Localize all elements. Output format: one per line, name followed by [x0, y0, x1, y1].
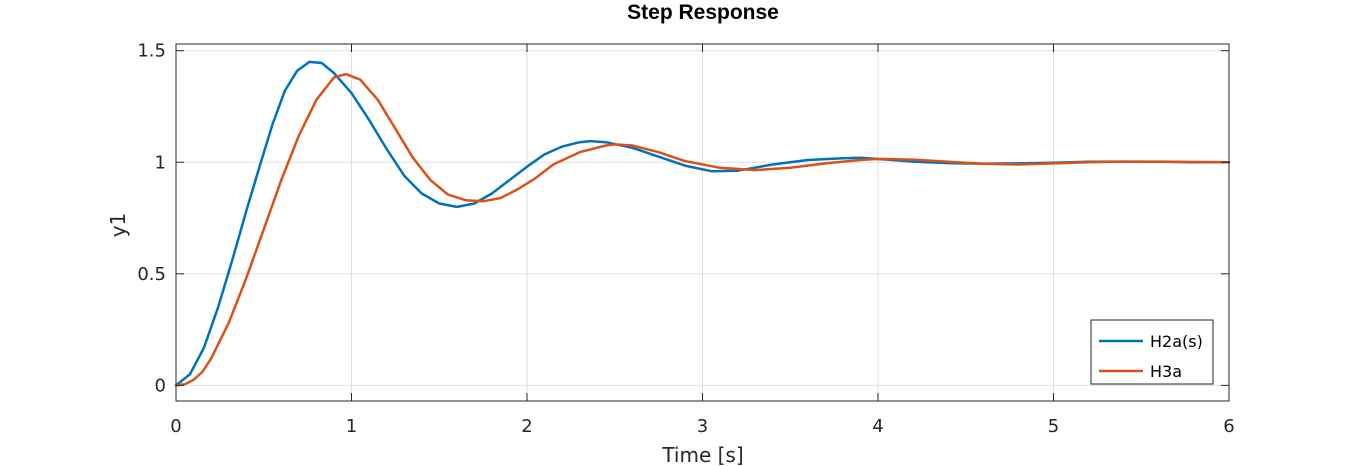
x-tick-label-1: 1 [346, 416, 357, 437]
x-axis-label: Time [s] [661, 443, 743, 466]
series-line-1 [174, 72, 1231, 387]
series-lines [174, 60, 1231, 387]
x-tick-label-0: 0 [170, 416, 181, 437]
x-tick-label-4: 4 [872, 416, 883, 437]
x-tick-label-2: 2 [521, 416, 532, 437]
y-axis-label: y1 [106, 213, 130, 238]
chart-title: Step Response [627, 1, 779, 24]
series-line-0 [174, 60, 1231, 387]
y-tick-label-3: 1.5 [137, 41, 166, 62]
legend-label-1: H3a [1150, 362, 1182, 381]
axis-ticks: 0 1 2 3 4 5 6 0 0.5 1 1.5 [137, 41, 1234, 437]
grid [175, 44, 1230, 401]
legend-box [1090, 319, 1214, 385]
y-tick-label-1: 0.5 [137, 264, 166, 285]
legend: H2a(s) H3a [1090, 319, 1214, 385]
x-tick-label-3: 3 [697, 416, 708, 437]
legend-label-0: H2a(s) [1150, 332, 1203, 351]
x-tick-label-5: 5 [1048, 416, 1059, 437]
y-tick-label-0: 0 [155, 375, 166, 396]
y-tick-label-2: 1 [155, 152, 166, 173]
x-tick-label-6: 6 [1223, 416, 1234, 437]
